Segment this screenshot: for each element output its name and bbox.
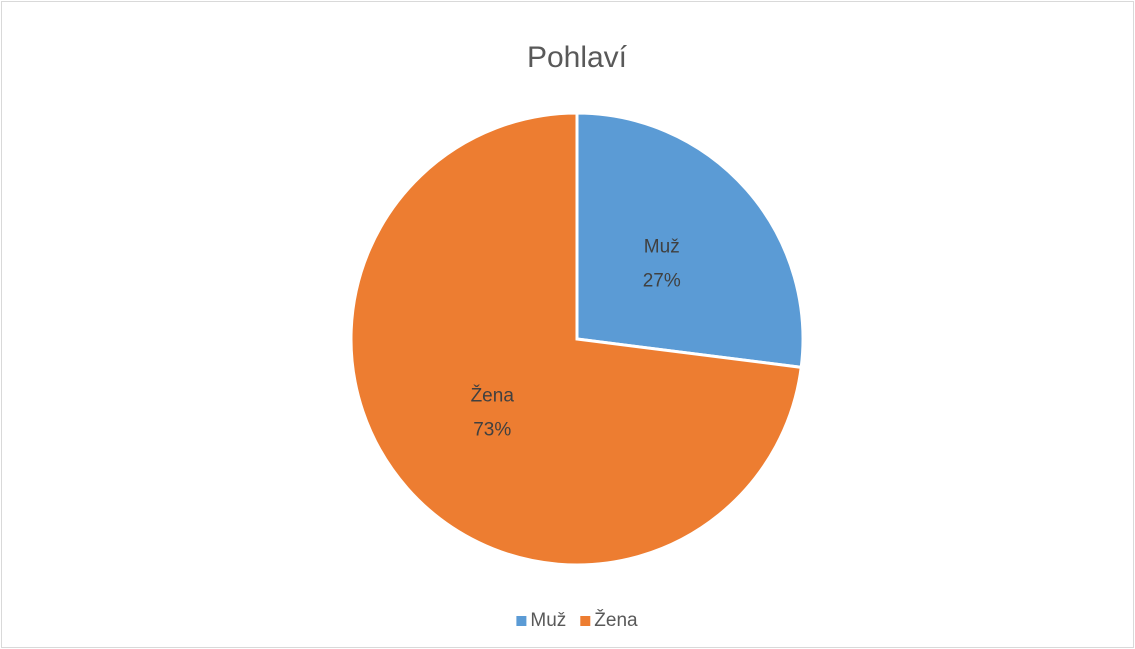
legend-label: Muž xyxy=(530,610,566,631)
pie-slice xyxy=(349,111,803,567)
legend-swatch xyxy=(580,616,591,626)
data-label-value: 27% xyxy=(643,270,681,291)
legend-label: Žena xyxy=(594,609,638,631)
chart-title: Pohlaví xyxy=(527,41,628,74)
data-label-category: Žena xyxy=(471,385,515,407)
pie-slice xyxy=(575,111,805,370)
data-label-category: Muž xyxy=(644,236,680,257)
legend-swatch xyxy=(516,616,527,626)
data-label-value: 73% xyxy=(473,420,511,441)
